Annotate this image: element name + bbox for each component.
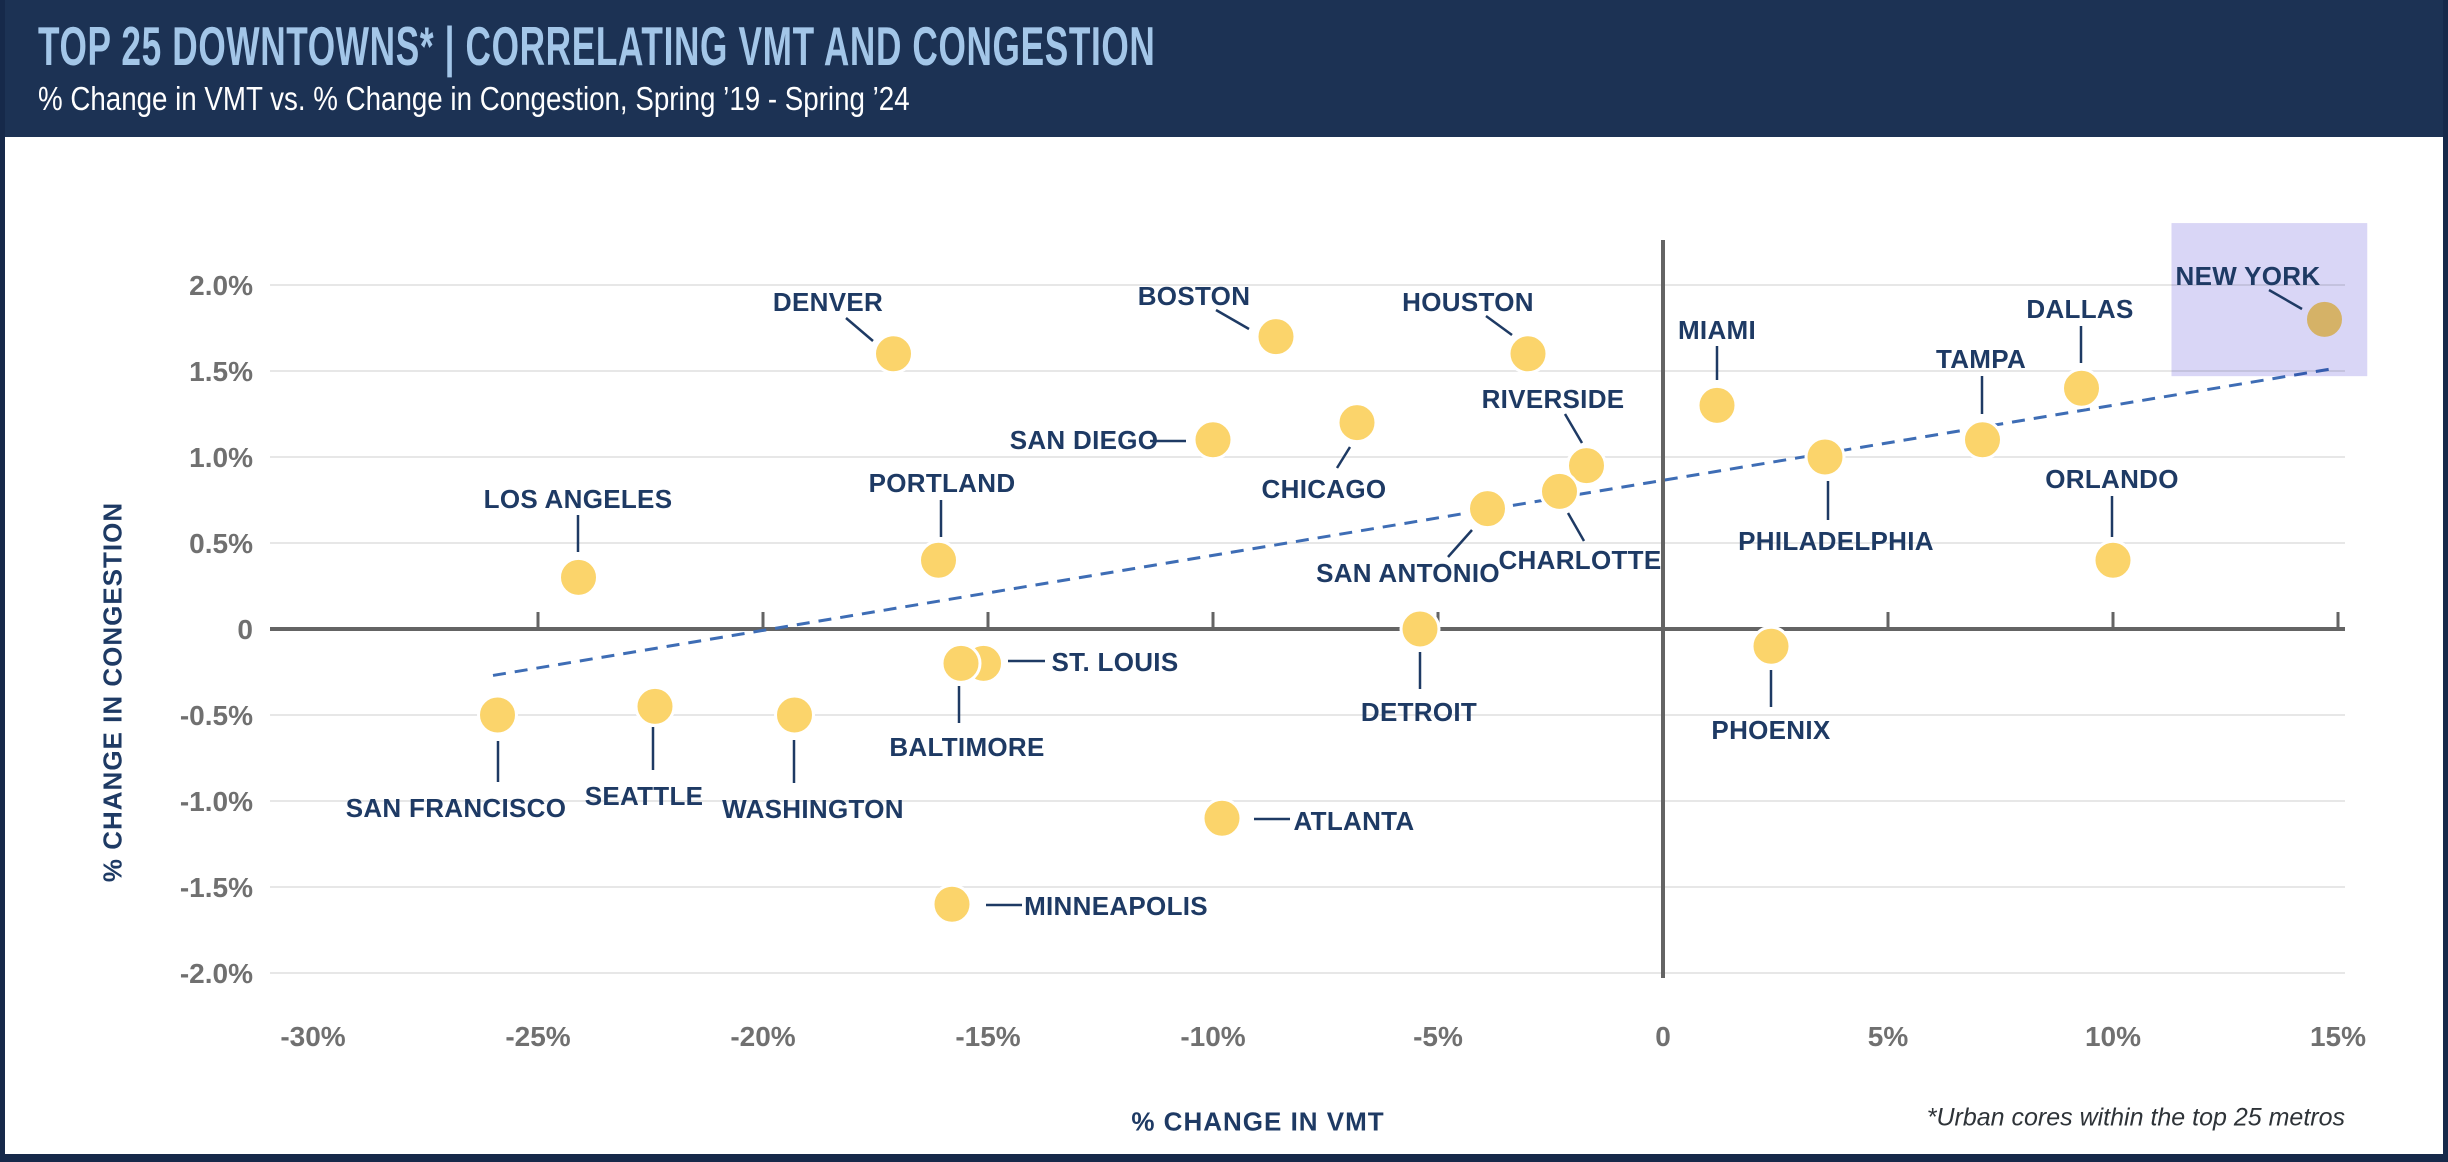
city-label-atlanta: ATLANTA	[1294, 806, 1415, 836]
data-point-atlanta	[1201, 797, 1243, 839]
city-label-detroit: DETROIT	[1361, 697, 1477, 727]
data-point-riverside	[1566, 445, 1607, 487]
x-axis-title: % CHANGE IN VMT	[1131, 1106, 1385, 1137]
x-tick-label-0: 0	[1655, 1021, 1671, 1052]
city-label-charlotte: CHARLOTTE	[1498, 545, 1661, 575]
page-title: TOP 25 DOWNTOWNS* | CORRELATING VMT AND …	[38, 15, 1156, 77]
bottom-border	[0, 1154, 2448, 1162]
leader-line-san-antonio	[1447, 529, 1473, 558]
data-point-philadelphia	[1804, 436, 1846, 478]
city-label-tampa: TAMPA	[1936, 344, 2026, 374]
x-tick-label-15: 15%	[2310, 1021, 2366, 1052]
data-point-boston	[1255, 316, 1297, 358]
y-tick-label--0.5: -0.5%	[180, 700, 253, 731]
leader-line-chicago	[1335, 446, 1352, 469]
y-axis-title: % CHANGE IN CONGESTION	[97, 501, 128, 883]
data-point-chicago	[1336, 402, 1378, 444]
city-label-dallas: DALLAS	[2026, 294, 2133, 324]
data-point-minneapolis	[931, 883, 973, 925]
city-label-miami: MIAMI	[1678, 315, 1756, 345]
data-point-san-francisco	[477, 694, 518, 736]
y-tick-label-0: 0	[237, 614, 253, 645]
data-point-tampa	[1962, 419, 2003, 461]
leader-line-denver	[845, 317, 874, 342]
data-point-seattle	[634, 685, 676, 727]
city-label-seattle: SEATTLE	[585, 781, 704, 811]
city-label-st-louis: ST. LOUIS	[1052, 647, 1179, 677]
city-label-washington: WASHINGTON	[722, 794, 904, 824]
data-point-miami	[1696, 384, 1738, 426]
x-tick-label--20: -20%	[730, 1021, 795, 1052]
header-band: TOP 25 DOWNTOWNS* | CORRELATING VMT AND …	[0, 0, 2448, 137]
data-point-washington	[774, 694, 815, 736]
city-label-portland: PORTLAND	[869, 468, 1016, 498]
left-border	[0, 0, 5, 1162]
data-point-san-antonio	[1467, 488, 1508, 530]
leader-line-houston	[1485, 314, 1513, 337]
data-point-detroit	[1399, 608, 1441, 650]
highlight-box-new-york	[2171, 223, 2368, 377]
x-tick-label--5: -5%	[1413, 1021, 1463, 1052]
trendline	[492, 367, 2330, 677]
y-tick-label-2: 2.0%	[189, 270, 253, 301]
x-tick-label--10: -10%	[1180, 1021, 1245, 1052]
leader-line-boston	[1215, 308, 1250, 331]
city-label-los-angeles: LOS ANGELES	[484, 484, 673, 514]
city-label-phoenix: PHOENIX	[1711, 715, 1830, 745]
city-label-san-francisco: SAN FRANCISCO	[346, 793, 567, 823]
y-tick-label-0.5: 0.5%	[189, 528, 253, 559]
y-tick-label-1: 1.0%	[189, 442, 253, 473]
data-point-orlando	[2092, 539, 2134, 581]
y-tick-label-1.5: 1.5%	[189, 356, 253, 387]
city-label-denver: DENVER	[773, 287, 883, 317]
data-point-los-angeles	[558, 556, 599, 598]
city-label-san-antonio: SAN ANTONIO	[1316, 558, 1500, 588]
city-label-chicago: CHICAGO	[1262, 474, 1387, 504]
city-label-new-york: NEW YORK	[2176, 261, 2321, 291]
city-label-orlando: ORLANDO	[2045, 464, 2179, 494]
data-point-portland	[918, 539, 959, 581]
x-tick-label--15: -15%	[955, 1021, 1020, 1052]
x-tick-label-10: 10%	[2085, 1021, 2141, 1052]
page-subtitle: % Change in VMT vs. % Change in Congesti…	[38, 80, 910, 117]
city-label-riverside: RIVERSIDE	[1482, 384, 1625, 414]
y-tick-label--1.5: -1.5%	[180, 872, 253, 903]
data-point-phoenix	[1750, 625, 1792, 667]
city-label-san-diego: SAN DIEGO	[1010, 425, 1159, 455]
right-border	[2443, 0, 2448, 1162]
data-point-dallas	[2061, 367, 2102, 409]
leader-line-new-york	[2268, 288, 2303, 311]
leader-line-charlotte	[1566, 512, 1586, 542]
data-point-charlotte	[1539, 470, 1580, 512]
data-point-baltimore	[940, 642, 982, 684]
y-tick-label--2: -2.0%	[180, 958, 253, 989]
leader-line-riverside	[1563, 413, 1584, 444]
x-tick-label--25: -25%	[505, 1021, 570, 1052]
x-tick-label--30: -30%	[280, 1021, 345, 1052]
y-tick-label--1: -1.0%	[180, 786, 253, 817]
city-label-baltimore: BALTIMORE	[889, 732, 1044, 762]
city-label-philadelphia: PHILADELPHIA	[1738, 526, 1934, 556]
city-label-boston: BOSTON	[1138, 281, 1251, 311]
data-point-denver	[873, 333, 914, 375]
footnote: *Urban cores within the top 25 metros	[1926, 1103, 2345, 1132]
data-point-san-diego	[1192, 419, 1234, 461]
city-label-minneapolis: MINNEAPOLIS	[1024, 891, 1208, 921]
data-point-houston	[1507, 333, 1549, 375]
x-tick-label-5: 5%	[1868, 1021, 1909, 1052]
city-label-houston: HOUSTON	[1402, 287, 1534, 317]
